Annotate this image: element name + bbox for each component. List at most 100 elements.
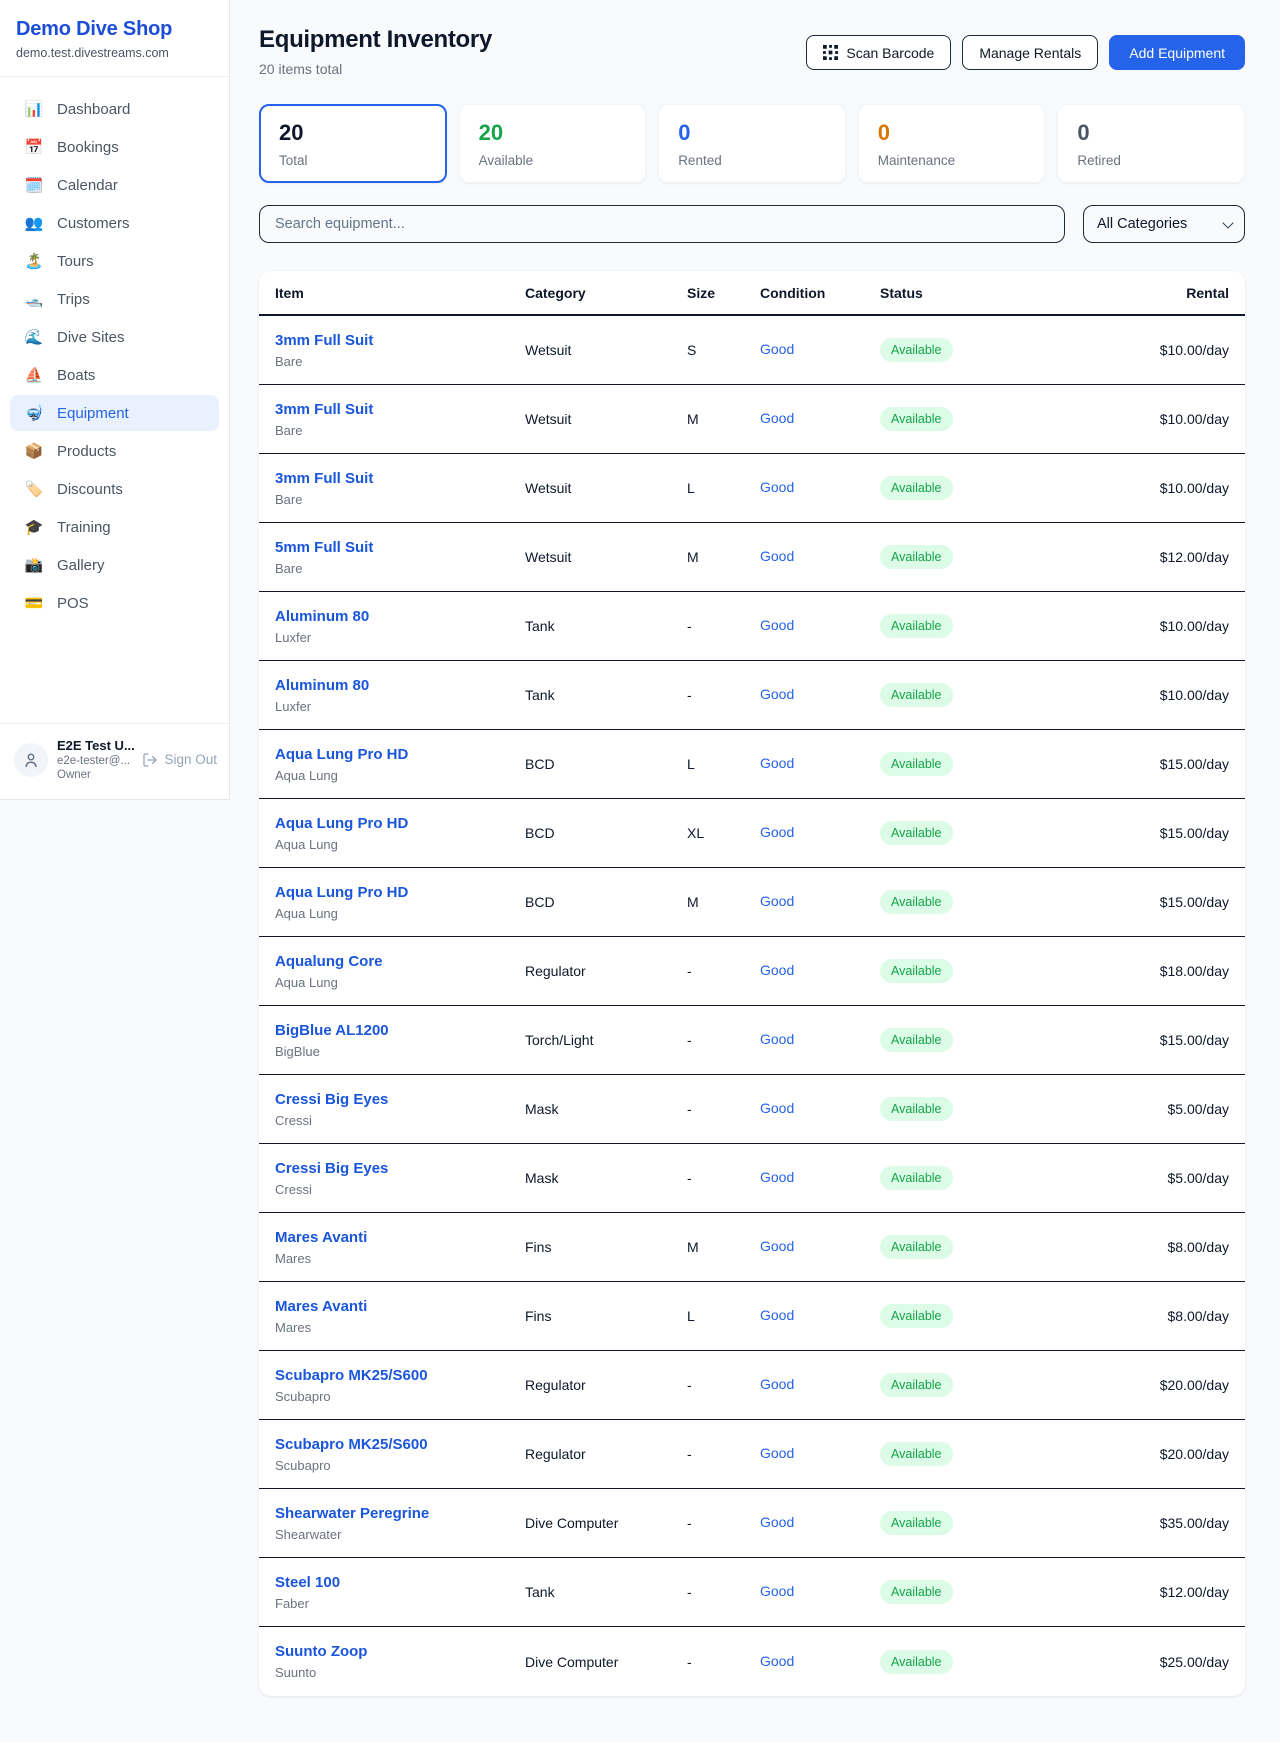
user-email: e2e-tester@... [57,755,131,767]
stat-card-retired[interactable]: 0 Retired [1057,104,1245,183]
filters-row: All Categories [259,205,1245,243]
condition-link[interactable]: Good [760,962,795,978]
status-cell: Available [880,1373,1092,1397]
sidebar-item-bookings[interactable]: 📅 Bookings [10,129,219,165]
category-cell: Tank [525,687,555,703]
size-cell: - [687,1446,692,1462]
category-cell: Regulator [525,1377,586,1393]
sign-out-button[interactable]: Sign Out [142,752,217,768]
rental-cell: $10.00/day [1159,618,1229,634]
condition-link[interactable]: Good [760,686,795,702]
condition-link[interactable]: Good [760,1238,795,1254]
item-name-link[interactable]: Steel 100 [275,1573,341,1591]
stat-label: Retired [1077,153,1121,168]
sidebar-item-pos[interactable]: 💳 POS [10,585,219,621]
item-brand: Shearwater [275,1526,342,1542]
condition-link[interactable]: Good [760,1514,795,1530]
condition-link[interactable]: Good [760,893,795,909]
manage-rentals-button[interactable]: Manage Rentals [962,35,1099,70]
item-brand: Luxfer [275,629,312,645]
nav-icon-products: 📦 [24,443,44,460]
condition-link[interactable]: Good [760,824,795,840]
sidebar-item-boats[interactable]: ⛵ Boats [10,357,219,393]
stat-card-rented[interactable]: 0 Rented [658,104,846,183]
status-badge: Available [880,1028,953,1052]
scan-barcode-button[interactable]: Scan Barcode [806,35,952,70]
item-name-link[interactable]: Aqua Lung Pro HD [275,814,409,832]
stat-card-total[interactable]: 20 Total [259,104,447,183]
item-name-link[interactable]: Mares Avanti [275,1228,368,1246]
size-cell: - [687,687,692,703]
condition-link[interactable]: Good [760,410,795,426]
condition-link[interactable]: Good [760,1583,795,1599]
sidebar-item-tours[interactable]: 🏝️ Tours [10,243,219,279]
condition-link[interactable]: Good [760,1307,795,1323]
column-header-category: Category [525,284,586,301]
item-name-link[interactable]: 3mm Full Suit [275,400,374,418]
nav-item-label: Gallery [57,556,105,574]
column-header-rental: Rental [1186,284,1229,301]
status-cell: Available [880,752,1092,776]
condition-link[interactable]: Good [760,341,795,357]
item-name-link[interactable]: Scubapro MK25/S600 [275,1435,428,1453]
size-cell: - [687,963,692,979]
condition-link[interactable]: Good [760,1376,795,1392]
size-cell: M [687,894,699,910]
column-header-status: Status [880,284,923,301]
rental-cell: $20.00/day [1159,1377,1229,1393]
condition-link[interactable]: Good [760,548,795,564]
item-cell: Steel 100 Faber [275,1574,525,1611]
sidebar-item-discounts[interactable]: 🏷️ Discounts [10,471,219,507]
status-cell: Available [880,338,1092,362]
nav-item-label: Bookings [57,138,119,156]
item-name-link[interactable]: Suunto Zoop [275,1643,368,1660]
item-name-link[interactable]: Cressi Big Eyes [275,1159,389,1177]
condition-link[interactable]: Good [760,1445,795,1461]
sidebar-item-calendar[interactable]: 🗓️ Calendar [10,167,219,203]
status-cell: Available [880,1235,1092,1259]
sidebar-item-gallery[interactable]: 📸 Gallery [10,547,219,583]
sidebar-item-equipment[interactable]: 🤿 Equipment [10,395,219,431]
item-name-link[interactable]: 5mm Full Suit [275,538,374,556]
condition-link[interactable]: Good [760,479,795,495]
sidebar-item-training[interactable]: 🎓 Training [10,509,219,545]
item-name-link[interactable]: Cressi Big Eyes [275,1090,389,1108]
sidebar-item-dive-sites[interactable]: 🌊 Dive Sites [10,319,219,355]
scan-barcode-label: Scan Barcode [846,44,935,61]
stat-card-available[interactable]: 20 Available [458,104,647,183]
item-name-link[interactable]: Aqualung Core [275,952,383,970]
item-name-link[interactable]: Scubapro MK25/S600 [275,1366,428,1384]
condition-link[interactable]: Good [760,1652,795,1669]
condition-link[interactable]: Good [760,1100,795,1116]
item-name-link[interactable]: Aqua Lung Pro HD [275,883,409,901]
size-cell: - [687,1653,692,1670]
search-input[interactable] [259,205,1065,243]
item-cell: Cressi Big Eyes Cressi [275,1160,525,1197]
stat-value: 20 [478,120,504,145]
sidebar-item-trips[interactable]: 🛥️ Trips [10,281,219,317]
condition-link[interactable]: Good [760,617,795,633]
condition-cell: Good [760,824,880,842]
nav-icon-dashboard: 📊 [24,101,44,118]
rental-cell: $10.00/day [1159,342,1229,358]
item-name-link[interactable]: BigBlue AL1200 [275,1021,389,1039]
item-cell: Aqua Lung Pro HD Aqua Lung [275,884,525,921]
item-name-link[interactable]: 3mm Full Suit [275,331,374,349]
condition-link[interactable]: Good [760,1169,795,1185]
add-equipment-button[interactable]: Add Equipment [1109,35,1245,70]
category-select[interactable]: All Categories [1083,205,1245,243]
stat-card-maintenance[interactable]: 0 Maintenance [857,104,1046,183]
item-name-link[interactable]: Aluminum 80 [275,607,370,625]
status-badge: Available [880,1235,953,1259]
sidebar-item-products[interactable]: 📦 Products [10,433,219,469]
condition-link[interactable]: Good [760,1031,795,1047]
sidebar-item-dashboard[interactable]: 📊 Dashboard [10,91,219,127]
item-name-link[interactable]: Aluminum 80 [275,676,370,694]
condition-link[interactable]: Good [760,755,795,771]
item-name-link[interactable]: Aqua Lung Pro HD [275,745,409,763]
item-cell: 3mm Full Suit Bare [275,332,525,369]
item-name-link[interactable]: Mares Avanti [275,1297,368,1315]
sidebar-item-customers[interactable]: 👥 Customers [10,205,219,241]
item-name-link[interactable]: 3mm Full Suit [275,469,374,487]
item-name-link[interactable]: Shearwater Peregrine [275,1504,430,1522]
